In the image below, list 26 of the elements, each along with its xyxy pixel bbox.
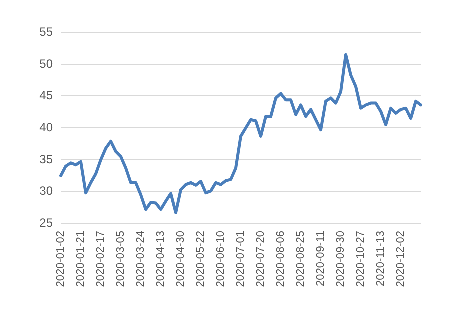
x-tick-label: 2020-12-02	[395, 231, 407, 288]
y-tick-label: 40	[40, 120, 54, 134]
y-tick-label: 30	[40, 184, 54, 198]
x-tick-label: 2020-03-24	[135, 231, 147, 288]
x-tick-label: 2020-05-22	[195, 231, 207, 288]
x-tick-label: 2020-10-27	[355, 231, 367, 288]
y-tick-label: 35	[40, 152, 54, 166]
x-tick-label: 2020-04-30	[175, 231, 187, 288]
x-tick-label: 2020-07-01	[235, 231, 247, 288]
x-tick-label: 2020-09-30	[335, 231, 347, 288]
x-tick-label: 2020-07-20	[255, 231, 267, 288]
y-tick-label: 25	[40, 216, 54, 230]
y-tick-label: 55	[40, 25, 54, 39]
x-tick-label: 2020-09-11	[315, 231, 327, 286]
x-tick-label: 2020-11-13	[375, 231, 387, 286]
x-tick-label: 2020-01-02	[55, 231, 67, 288]
x-tick-label: 2020-06-10	[215, 231, 227, 288]
x-tick-label: 2020-04-13	[155, 231, 167, 288]
y-tick-label: 50	[40, 56, 54, 71]
y-tick-label: 45	[40, 88, 54, 103]
x-tick-label: 2020-08-25	[295, 231, 307, 288]
x-tick-label: 2020-08-06	[275, 231, 287, 288]
x-tick-label: 2020-03-05	[115, 231, 127, 288]
line-series	[60, 53, 422, 214]
x-tick-label: 2020-01-21	[75, 231, 87, 288]
x-tick-label: 2020-02-17	[95, 231, 107, 288]
